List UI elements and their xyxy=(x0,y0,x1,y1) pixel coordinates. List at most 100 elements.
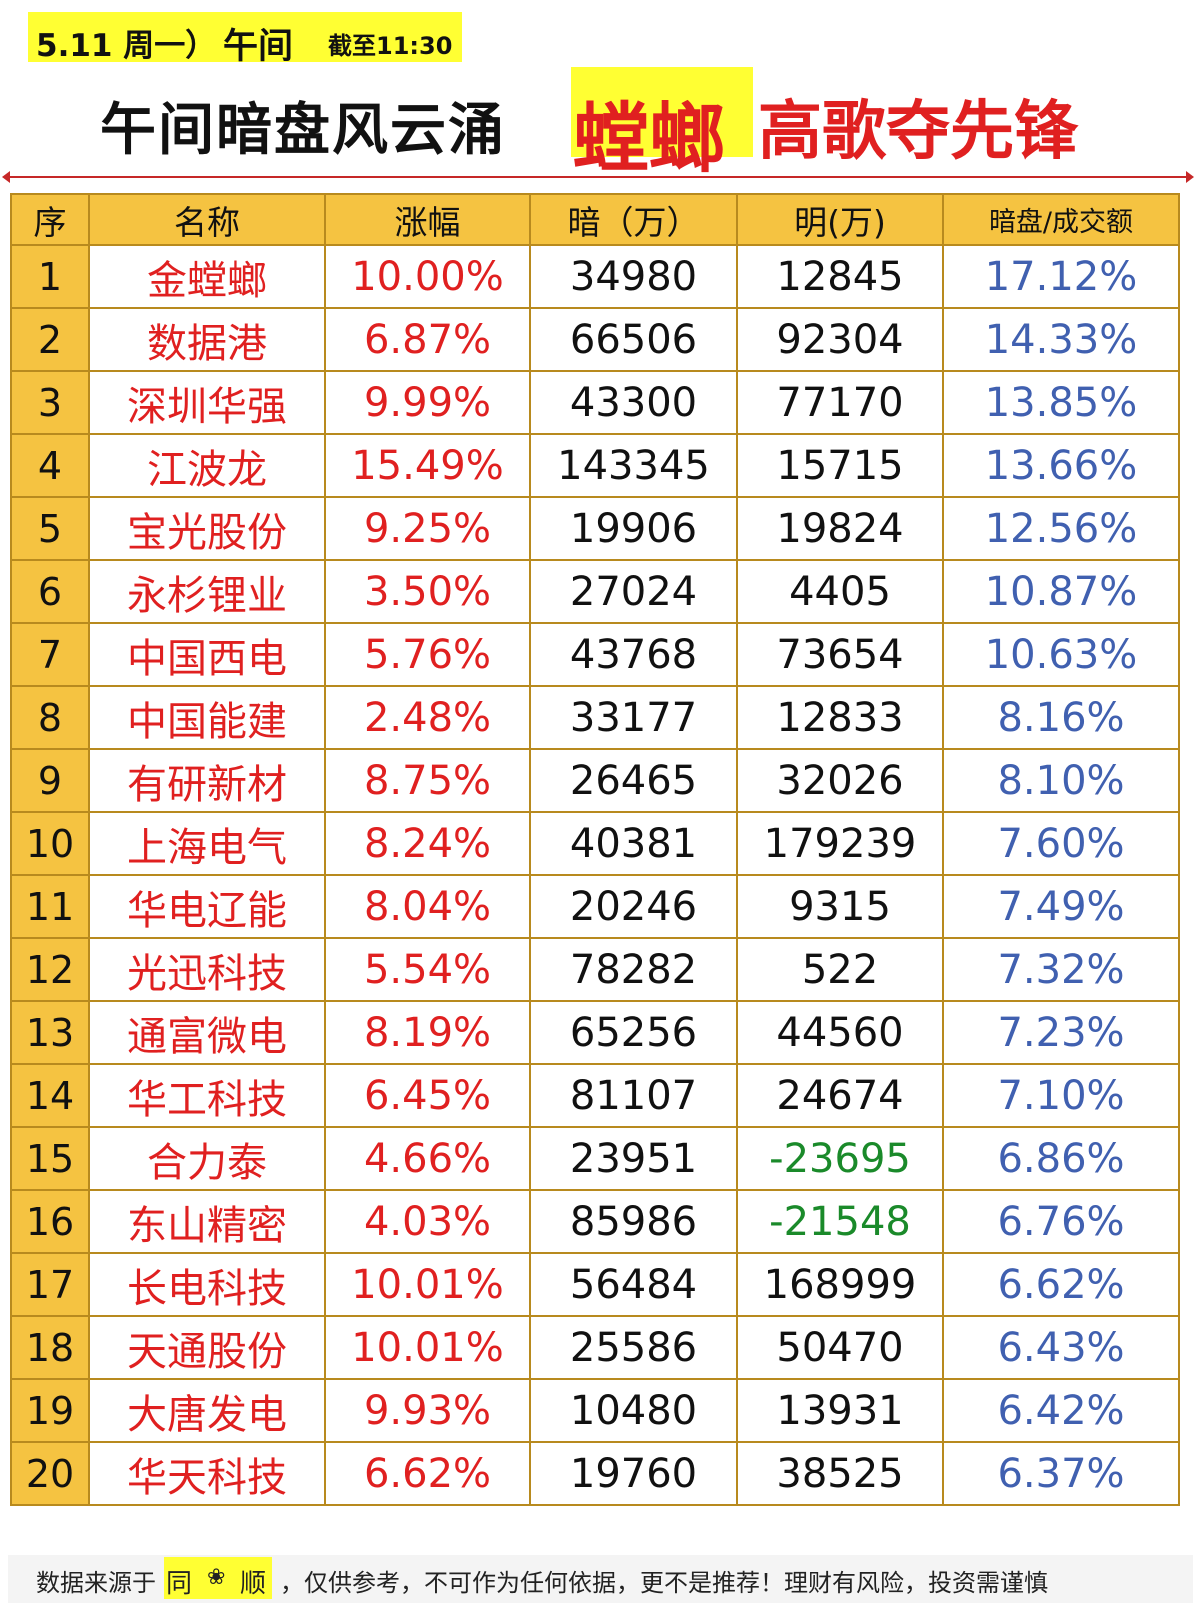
cell-seq: 16 xyxy=(10,1189,90,1254)
cell-ratio: 10.87% xyxy=(942,559,1180,624)
cell-stock-name: 光迅科技 xyxy=(88,937,326,1002)
cell-ratio: 17.12% xyxy=(942,244,1180,309)
cell-bright: 9315 xyxy=(736,874,944,939)
cell-change: 2.48% xyxy=(324,685,531,750)
cell-dark: 27024 xyxy=(529,559,738,624)
cell-stock-name: 合力泰 xyxy=(88,1126,326,1191)
cell-seq: 1 xyxy=(10,244,90,309)
headline-right: 高歌夺先锋 xyxy=(758,94,1078,169)
cell-stock-name: 长电科技 xyxy=(88,1252,326,1317)
cell-ratio: 7.32% xyxy=(942,937,1180,1002)
table-row: 7 中国西电 5.76% 43768 73654 10.63% xyxy=(10,622,1180,687)
cell-stock-name: 江波龙 xyxy=(88,433,326,498)
footer-brand-b: 顺 xyxy=(240,1569,267,1599)
cell-stock-name: 金螳螂 xyxy=(88,244,326,309)
cell-change: 6.45% xyxy=(324,1063,531,1128)
table-row: 20 华天科技 6.62% 19760 38525 6.37% xyxy=(10,1441,1180,1506)
table-row: 3 深圳华强 9.99% 43300 77170 13.85% xyxy=(10,370,1180,435)
cell-bright: 38525 xyxy=(736,1441,944,1506)
cell-seq: 13 xyxy=(10,1000,90,1065)
cell-bright: 4405 xyxy=(736,559,944,624)
table-row: 6 永杉锂业 3.50% 27024 4405 10.87% xyxy=(10,559,1180,624)
cell-change: 8.75% xyxy=(324,748,531,813)
cell-stock-name: 通富微电 xyxy=(88,1000,326,1065)
cell-seq: 18 xyxy=(10,1315,90,1380)
cell-bright: 15715 xyxy=(736,433,944,498)
cell-change: 9.99% xyxy=(324,370,531,435)
cell-seq: 6 xyxy=(10,559,90,624)
cell-stock-name: 数据港 xyxy=(88,307,326,372)
cell-ratio: 7.10% xyxy=(942,1063,1180,1128)
cell-stock-name: 深圳华强 xyxy=(88,370,326,435)
session-label: 午间 xyxy=(223,27,294,67)
header-ratio: 暗盘/成交额 xyxy=(942,193,1180,246)
flower-icon: ❀ xyxy=(207,1565,226,1590)
cell-change: 8.24% xyxy=(324,811,531,876)
table-row: 18 天通股份 10.01% 25586 50470 6.43% xyxy=(10,1315,1180,1380)
cell-ratio: 7.49% xyxy=(942,874,1180,939)
cell-ratio: 7.23% xyxy=(942,1000,1180,1065)
cell-change: 6.87% xyxy=(324,307,531,372)
table-header-row: 序 名称 涨幅 暗（万） 明(万) 暗盘/成交额 xyxy=(10,193,1180,246)
cell-bright: 24674 xyxy=(736,1063,944,1128)
cell-change: 4.66% xyxy=(324,1126,531,1191)
cell-dark: 10480 xyxy=(529,1378,738,1443)
headline-highlight: 螳螂 xyxy=(573,94,725,183)
date-banner: 5.11 周一） 午间 截至11:30 xyxy=(28,12,462,67)
cell-bright: 19824 xyxy=(736,496,944,561)
cell-bright: 13931 xyxy=(736,1378,944,1443)
footer-suffix: ，仅供参考，不可作为任何依据，更不是推荐！理财有风险，投资需谨慎 xyxy=(280,1569,1048,1597)
cell-change: 9.25% xyxy=(324,496,531,561)
cell-dark: 23951 xyxy=(529,1126,738,1191)
cell-bright: 522 xyxy=(736,937,944,1002)
table-row: 5 宝光股份 9.25% 19906 19824 12.56% xyxy=(10,496,1180,561)
cell-seq: 10 xyxy=(10,811,90,876)
header-seq: 序 xyxy=(10,193,90,246)
cell-ratio: 6.42% xyxy=(942,1378,1180,1443)
cell-seq: 2 xyxy=(10,307,90,372)
cell-ratio: 6.37% xyxy=(942,1441,1180,1506)
cell-stock-name: 中国西电 xyxy=(88,622,326,687)
cell-seq: 11 xyxy=(10,874,90,939)
cell-bright: -21548 xyxy=(736,1189,944,1254)
table-row: 15 合力泰 4.66% 23951 -23695 6.86% xyxy=(10,1126,1180,1191)
cell-ratio: 6.76% xyxy=(942,1189,1180,1254)
cell-dark: 33177 xyxy=(529,685,738,750)
cell-dark: 78282 xyxy=(529,937,738,1002)
cell-stock-name: 宝光股份 xyxy=(88,496,326,561)
table-row: 11 华电辽能 8.04% 20246 9315 7.49% xyxy=(10,874,1180,939)
date-label: 5.11 周一） xyxy=(36,28,217,64)
cell-seq: 14 xyxy=(10,1063,90,1128)
cell-ratio: 6.43% xyxy=(942,1315,1180,1380)
table-row: 8 中国能建 2.48% 33177 12833 8.16% xyxy=(10,685,1180,750)
cell-change: 8.19% xyxy=(324,1000,531,1065)
cell-dark: 26465 xyxy=(529,748,738,813)
header-change: 涨幅 xyxy=(324,193,531,246)
cell-change: 8.04% xyxy=(324,874,531,939)
footer-prefix: 数据来源于 xyxy=(36,1569,156,1597)
cell-stock-name: 东山精密 xyxy=(88,1189,326,1254)
cell-ratio: 6.62% xyxy=(942,1252,1180,1317)
cell-dark: 143345 xyxy=(529,433,738,498)
cell-change: 9.93% xyxy=(324,1378,531,1443)
cell-ratio: 6.86% xyxy=(942,1126,1180,1191)
table-row: 14 华工科技 6.45% 81107 24674 7.10% xyxy=(10,1063,1180,1128)
cell-ratio: 12.56% xyxy=(942,496,1180,561)
cell-ratio: 14.33% xyxy=(942,307,1180,372)
cell-change: 10.01% xyxy=(324,1252,531,1317)
cell-stock-name: 大唐发电 xyxy=(88,1378,326,1443)
cell-bright: 168999 xyxy=(736,1252,944,1317)
cell-ratio: 13.85% xyxy=(942,370,1180,435)
cell-change: 15.49% xyxy=(324,433,531,498)
cell-bright: 179239 xyxy=(736,811,944,876)
cell-ratio: 13.66% xyxy=(942,433,1180,498)
cell-dark: 19906 xyxy=(529,496,738,561)
cell-seq: 4 xyxy=(10,433,90,498)
cell-dark: 85986 xyxy=(529,1189,738,1254)
header-bright: 明(万) xyxy=(736,193,944,246)
cell-stock-name: 永杉锂业 xyxy=(88,559,326,624)
headline-highlight-box: 螳螂 xyxy=(571,67,753,183)
cell-dark: 25586 xyxy=(529,1315,738,1380)
cell-dark: 66506 xyxy=(529,307,738,372)
title-divider xyxy=(2,171,1194,183)
